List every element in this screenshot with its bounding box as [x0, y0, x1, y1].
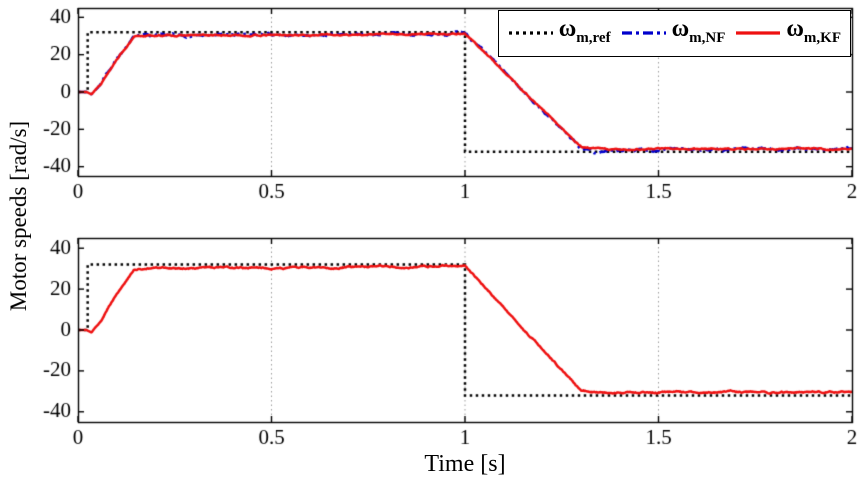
legend-label-base: ω	[786, 16, 804, 42]
dashdot-line-icon	[621, 31, 666, 35]
dotted-line-icon	[508, 31, 553, 35]
legend-label-sub: m,KF	[803, 29, 841, 46]
solid-line-icon	[736, 31, 781, 35]
legend-label-sub: m,NF	[689, 29, 726, 46]
legend-label-ref: ωm,ref	[559, 14, 611, 53]
legend-item-nf: ωm,NF	[621, 14, 726, 53]
legend-label-base: ω	[671, 16, 690, 42]
legend-label-base: ω	[558, 16, 577, 42]
legend: ωm,ref ωm,NF ωm,KF	[497, 10, 851, 57]
legend-item-kf: ωm,KF	[735, 14, 841, 53]
legend-item-ref: ωm,ref	[508, 14, 611, 53]
legend-label-kf: ωm,KF	[786, 14, 841, 53]
legend-label-nf: ωm,NF	[672, 14, 726, 53]
y-axis-label: Motor speeds [rad/s]	[6, 120, 31, 312]
x-axis-label: Time [s]	[424, 451, 506, 477]
legend-label-sub: m,ref	[576, 29, 611, 46]
